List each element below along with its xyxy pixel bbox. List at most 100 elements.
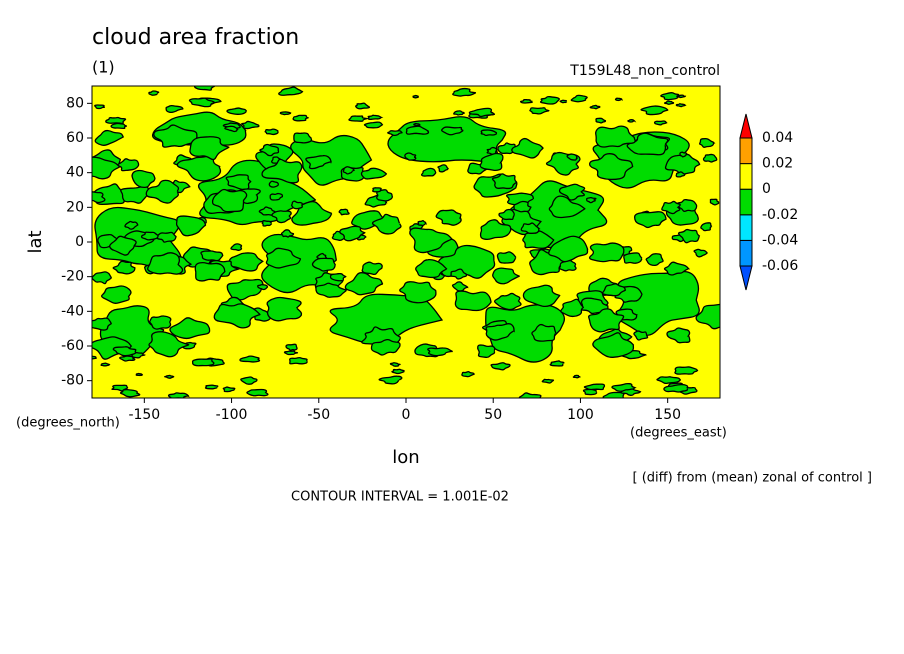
contour-band	[329, 272, 347, 282]
contour-band	[285, 343, 298, 351]
contour-band	[633, 330, 649, 341]
contour-band	[239, 355, 261, 363]
x-tick-label: -100	[216, 407, 248, 423]
contour-band	[194, 262, 226, 282]
contour-band	[417, 219, 427, 227]
contour-band	[288, 356, 308, 365]
contour-band	[614, 97, 624, 102]
contour-band	[371, 213, 402, 235]
contour-band	[437, 164, 449, 173]
contour-band	[677, 228, 701, 244]
contour-band	[627, 119, 636, 123]
contour-band	[520, 222, 541, 234]
contour-band	[92, 191, 106, 204]
contour-band	[677, 94, 687, 99]
contour-band	[660, 92, 680, 101]
contour-band	[283, 350, 299, 356]
contour-band	[268, 180, 279, 188]
contour-band	[452, 87, 477, 97]
contour-band	[147, 252, 184, 275]
contour-band	[112, 260, 136, 275]
contour-band	[194, 86, 216, 91]
colorbar-cap	[739, 113, 753, 139]
contour-band	[582, 388, 598, 396]
contour-band	[427, 347, 453, 357]
y-units: (degrees_north)	[16, 416, 120, 431]
contour-band	[441, 126, 464, 136]
contour-band	[539, 95, 560, 105]
y-tick-label: -20	[61, 269, 84, 285]
contour-band	[376, 189, 393, 202]
contour-band	[164, 374, 175, 379]
contour-band	[119, 388, 141, 398]
contour-band	[92, 271, 112, 285]
contour-band	[344, 272, 384, 296]
contour-band	[559, 99, 568, 104]
contour-band	[92, 317, 112, 331]
contour-band	[700, 222, 713, 232]
contour-band	[372, 187, 382, 193]
contour-band	[595, 117, 607, 124]
contour-band	[391, 368, 406, 375]
contour-band	[412, 94, 419, 99]
contour-band	[348, 115, 369, 122]
contour-band	[663, 383, 689, 393]
contour-band	[189, 136, 230, 161]
contour-band	[405, 125, 430, 135]
x-axis-label: lon	[392, 447, 419, 468]
x-tick-label: 0	[402, 407, 411, 423]
y-tick-label: -80	[61, 373, 84, 389]
contour-band	[169, 317, 211, 340]
chart-title: cloud area fraction	[92, 25, 299, 50]
contour-band	[240, 376, 258, 385]
contour-band	[560, 298, 585, 318]
contour-band	[498, 208, 515, 221]
contour-band	[415, 258, 448, 279]
contour-band	[145, 179, 180, 204]
colorbar-label: -0.02	[762, 207, 798, 223]
contour-band	[315, 282, 348, 298]
contour-band	[663, 100, 675, 105]
contour-band	[531, 323, 557, 342]
contour-band	[479, 219, 512, 240]
contour-band	[699, 137, 716, 148]
y-tick-label: 40	[66, 165, 84, 181]
contour-band	[257, 283, 269, 291]
contour-band	[264, 128, 279, 136]
contour-band	[653, 120, 668, 126]
contour-band	[664, 153, 701, 176]
contour-band	[204, 384, 219, 390]
contour-band	[261, 158, 303, 184]
contour-band	[271, 210, 292, 224]
contour-band	[626, 132, 669, 156]
contour-band	[378, 375, 403, 385]
contour-band	[674, 366, 699, 375]
contour-band	[583, 383, 606, 391]
contour-band	[656, 376, 681, 385]
contour-band	[595, 125, 636, 148]
contour-band	[363, 121, 384, 129]
contour-band	[693, 248, 708, 258]
contour-band	[389, 362, 401, 367]
contour-band	[175, 215, 207, 237]
contour-band	[468, 107, 495, 118]
contour-band	[131, 169, 156, 189]
contour-band	[558, 183, 586, 201]
contour-band	[293, 132, 313, 144]
y-tick-label: -40	[61, 303, 84, 319]
x-tick-label: -150	[128, 407, 160, 423]
contour-band	[188, 97, 216, 108]
contour-band	[529, 107, 550, 115]
contour-band	[266, 296, 303, 322]
contour-band	[675, 103, 687, 108]
contour-band	[225, 174, 252, 191]
colorbar-box	[739, 163, 753, 190]
contour-band	[269, 192, 284, 201]
contour-band	[148, 90, 160, 96]
contour-band	[589, 104, 601, 110]
contour-band	[601, 283, 627, 297]
contour-band	[592, 332, 635, 358]
run-label: T159L48_non_control	[569, 63, 720, 79]
colorbar-label: 0	[762, 181, 771, 197]
contour-band	[361, 261, 383, 276]
